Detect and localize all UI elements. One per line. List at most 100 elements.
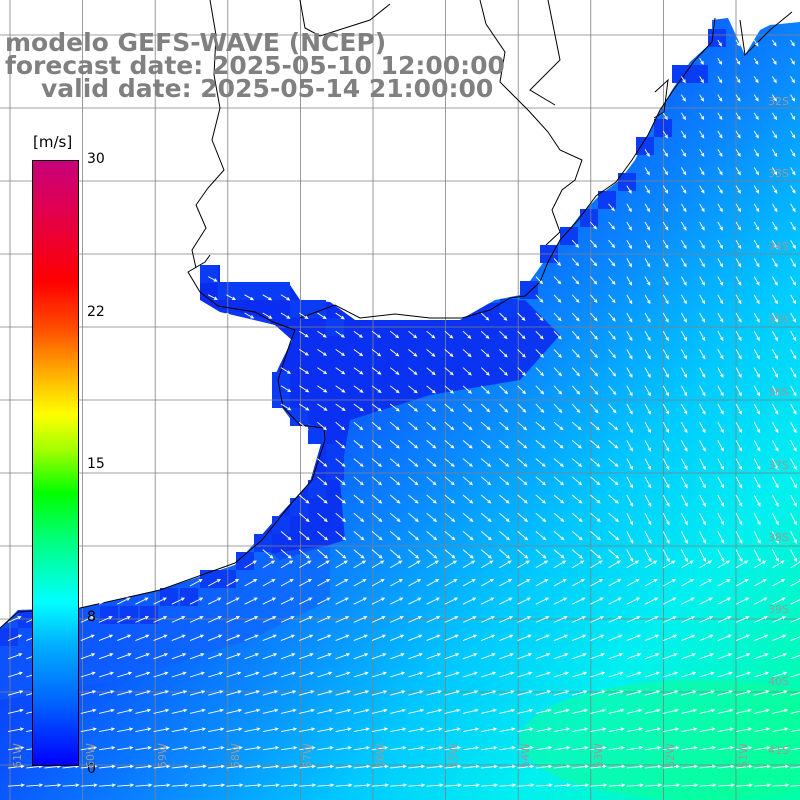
wind-arrow bbox=[408, 385, 418, 394]
wind-arrow bbox=[499, 708, 516, 714]
wind-arrow bbox=[280, 531, 292, 541]
wind-arrow bbox=[517, 476, 528, 486]
wind-arrow bbox=[299, 690, 315, 696]
wind-arrow bbox=[772, 130, 778, 139]
wind-arrow bbox=[699, 367, 706, 379]
wind-arrow bbox=[644, 783, 663, 787]
wind-arrow bbox=[699, 57, 704, 65]
wind-arrow bbox=[153, 708, 170, 714]
wind-arrow bbox=[517, 690, 534, 696]
wind-arrow bbox=[462, 578, 476, 587]
wind-arrow bbox=[62, 783, 80, 787]
wind-arrow bbox=[699, 167, 705, 176]
wind-arrow bbox=[772, 312, 778, 323]
colorbar-tick-label: 15 bbox=[87, 456, 105, 472]
wind-arrow bbox=[735, 549, 743, 563]
wind-arrow bbox=[426, 634, 441, 642]
wind-arrow bbox=[717, 476, 724, 489]
wind-arrow bbox=[735, 294, 742, 305]
wind-arrow bbox=[571, 549, 583, 559]
wind-arrow bbox=[244, 708, 261, 714]
wind-arrow bbox=[608, 578, 622, 587]
wind-arrow bbox=[444, 458, 455, 467]
wind-arrow bbox=[480, 421, 491, 431]
wind-arrow bbox=[299, 671, 315, 678]
wind-arrow bbox=[753, 458, 761, 471]
wind-arrow bbox=[189, 783, 208, 787]
wind-arrow bbox=[499, 403, 509, 413]
wind-arrow bbox=[535, 549, 547, 559]
wind-arrow bbox=[426, 560, 439, 569]
wind-arrow bbox=[262, 616, 277, 623]
wind-arrow bbox=[662, 367, 669, 379]
wind-arrow bbox=[80, 671, 96, 678]
wind-arrow bbox=[790, 148, 796, 157]
wind-arrow bbox=[462, 708, 479, 714]
wind-arrow bbox=[408, 476, 419, 486]
wind-arrow bbox=[790, 747, 800, 751]
wind-arrow bbox=[626, 476, 633, 489]
wind-arrow bbox=[608, 239, 616, 249]
wind-arrow bbox=[117, 634, 132, 642]
wind-arrow bbox=[772, 578, 786, 587]
wind-arrow bbox=[681, 258, 687, 268]
wind-arrow bbox=[426, 385, 436, 394]
wind-arrow bbox=[299, 727, 316, 733]
wind-arrow bbox=[626, 458, 633, 471]
wind-arrow bbox=[717, 671, 733, 678]
wind-arrow bbox=[590, 276, 598, 285]
wind-arrow bbox=[644, 276, 651, 286]
wind-arrow bbox=[626, 634, 641, 642]
wind-arrow bbox=[790, 654, 800, 660]
wind-arrow bbox=[262, 727, 279, 733]
wind-arrow bbox=[499, 783, 517, 787]
wind-arrow bbox=[663, 690, 679, 696]
wind-arrow bbox=[590, 221, 597, 230]
wind-arrow bbox=[608, 294, 616, 304]
wind-arrow bbox=[262, 653, 278, 660]
wind-arrow bbox=[317, 494, 328, 504]
wind-arrow bbox=[717, 94, 723, 102]
wind-arrow bbox=[571, 349, 580, 359]
wind-arrow bbox=[7, 616, 22, 623]
wind-arrow bbox=[753, 39, 759, 47]
wind-arrow bbox=[189, 597, 204, 605]
wind-arrow bbox=[790, 312, 797, 323]
wind-arrow bbox=[244, 690, 261, 696]
wind-arrow bbox=[298, 560, 312, 569]
wind-arrow bbox=[608, 421, 619, 431]
wind-arrow bbox=[244, 616, 259, 623]
wind-arrow bbox=[353, 440, 364, 449]
wind-arrow bbox=[317, 746, 334, 751]
wind-arrow bbox=[608, 312, 616, 322]
wind-arrow bbox=[226, 312, 237, 319]
wind-arrow bbox=[717, 276, 724, 286]
wind-arrow bbox=[662, 185, 669, 194]
wind-arrow bbox=[426, 578, 440, 587]
wind-arrow bbox=[772, 167, 778, 176]
wind-arrow bbox=[408, 597, 422, 605]
wind-arrow bbox=[644, 258, 651, 268]
wind-arrow bbox=[335, 634, 350, 642]
wind-arrow bbox=[571, 403, 581, 414]
wind-arrow bbox=[262, 690, 279, 696]
wind-arrow bbox=[299, 708, 316, 714]
wind-arrow bbox=[608, 330, 616, 340]
wind-arrow bbox=[681, 403, 688, 415]
coast-segment bbox=[299, 17, 716, 319]
wind-arrow bbox=[753, 549, 761, 563]
wind-arrow bbox=[135, 671, 151, 678]
wind-arrow bbox=[644, 239, 651, 250]
wind-arrow bbox=[590, 385, 599, 395]
wind-arrow bbox=[753, 578, 767, 587]
wind-arrow bbox=[662, 349, 669, 360]
wind-arrow bbox=[135, 708, 152, 714]
wind-arrow bbox=[790, 784, 800, 787]
wind-arrow bbox=[208, 616, 222, 623]
wind-arrow bbox=[772, 239, 778, 250]
wind-arrow bbox=[426, 367, 436, 376]
wind-arrow bbox=[662, 203, 669, 213]
wind-arrow bbox=[754, 727, 771, 733]
wind-arrow bbox=[389, 560, 403, 569]
wind-arrow bbox=[681, 512, 688, 526]
